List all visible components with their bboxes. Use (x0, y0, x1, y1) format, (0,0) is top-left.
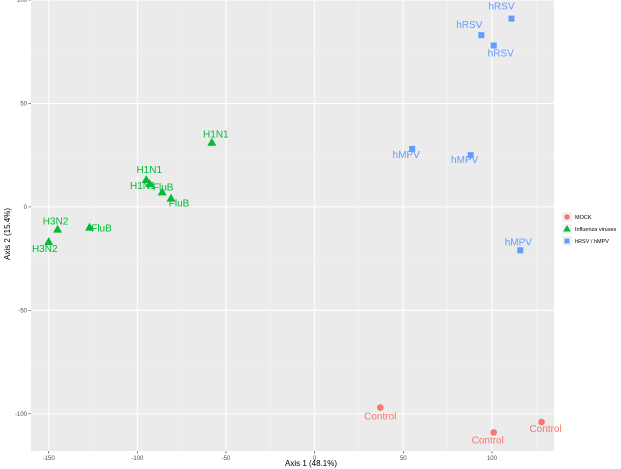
y-tick-label: -100 (15, 412, 28, 418)
data-points (44, 15, 545, 436)
data-point (44, 237, 54, 246)
x-tick-label: -150 (43, 456, 56, 462)
point-label: H1N1 (130, 181, 156, 192)
legend: MOCK Influenza viruses hRSV / hMPV (562, 212, 617, 246)
plot-panel (31, 0, 554, 451)
data-point (508, 15, 515, 22)
point-label: hRSV (488, 49, 514, 60)
data-point (517, 247, 524, 254)
x-tick-label: 100 (487, 456, 498, 462)
data-point (467, 152, 474, 159)
point-label: H1N1 (203, 130, 229, 141)
data-point (141, 175, 151, 183)
point-labels: ControlControlControlH1N1H1N1H1N1FluBFlu… (32, 2, 562, 447)
x-tick-label: -50 (222, 456, 231, 462)
point-label: Control (529, 424, 561, 435)
point-label: Control (472, 435, 504, 446)
legend-key (564, 214, 570, 220)
data-point (538, 418, 545, 426)
legend-key (563, 224, 571, 232)
legend-label: Influenza viruses (575, 227, 617, 233)
data-point (53, 224, 63, 233)
point-label: hMPV (393, 150, 421, 161)
data-point (409, 145, 416, 152)
legend-label: MOCK (575, 215, 592, 221)
minor-gridlines (31, 0, 554, 451)
point-label: FluB (169, 199, 190, 210)
legend-label: hRSV / hMPV (575, 239, 609, 245)
point-label: hMPV (451, 155, 479, 166)
x-tick-label: 50 (400, 456, 407, 462)
axis-ticks: -150 -100 -50 0 50 100 -100 -50 0 50 100 (15, 0, 498, 462)
data-point (478, 32, 485, 39)
data-point (490, 42, 497, 49)
data-point (207, 137, 217, 146)
y-tick-label: 100 (17, 0, 28, 4)
point-label: H3N2 (43, 217, 69, 228)
major-gridlines (31, 0, 554, 451)
x-axis-title: Axis 1 (48.1%) (285, 459, 337, 468)
point-label: hRSV (488, 2, 514, 13)
data-point (85, 222, 95, 231)
point-label: hMPV (505, 237, 533, 248)
data-point (166, 193, 176, 202)
x-tick-label: 0 (313, 456, 317, 462)
x-tick-label: -100 (131, 456, 144, 462)
point-label: hRSV (456, 20, 482, 31)
y-tick-label: -50 (18, 308, 27, 314)
legend-key (564, 238, 570, 244)
point-label: FluB (91, 224, 112, 235)
data-point (490, 429, 498, 436)
y-axis-title: Axis 2 (15.4%) (3, 208, 12, 260)
point-label: H1N1 (136, 165, 162, 176)
point-label: FluB (153, 182, 174, 193)
data-point (157, 187, 167, 196)
y-tick-label: 50 (20, 101, 27, 107)
point-label: H3N2 (32, 244, 58, 255)
data-point (145, 179, 155, 188)
data-point (376, 404, 384, 411)
y-tick-label: 0 (24, 205, 28, 211)
point-label: Control (364, 412, 396, 423)
